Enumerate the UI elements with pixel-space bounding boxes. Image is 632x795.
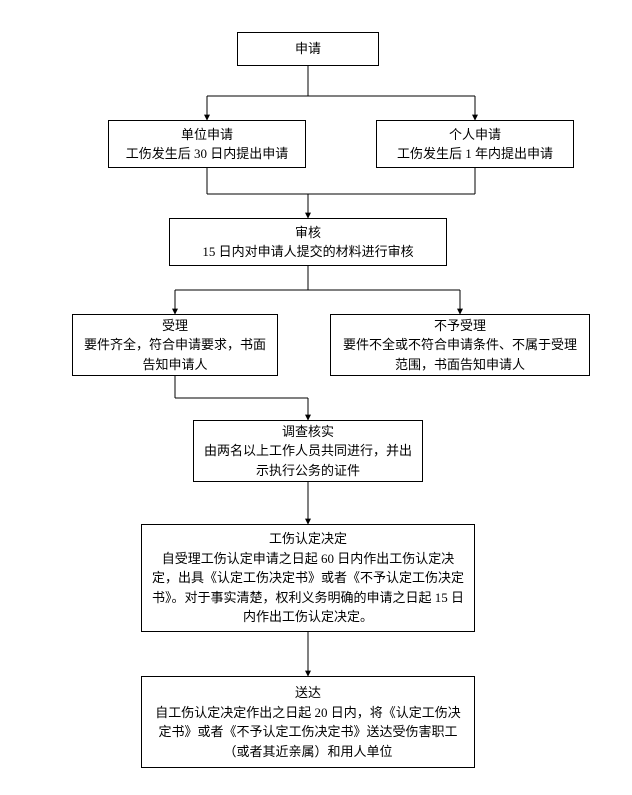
node-decision-title: 工伤认定决定 <box>150 529 466 549</box>
node-unit-apply-title: 单位申请 <box>117 125 297 145</box>
node-decision: 工伤认定决定 自受理工伤认定申请之日起 60 日内作出工伤认定决定，出具《认定工… <box>141 524 475 632</box>
node-investigate-title: 调查核实 <box>202 422 414 442</box>
node-decision-desc: 自受理工伤认定申请之日起 60 日内作出工伤认定决定，出具《认定工伤决定书》或者… <box>150 549 466 627</box>
node-person-apply-title: 个人申请 <box>385 125 565 145</box>
node-deliver-desc: 自工伤认定决定作出之日起 20 日内，将《认定工伤决定书》或者《不予认定工伤决定… <box>150 703 466 762</box>
node-reject: 不予受理 要件不全或不符合申请条件、不属于受理范围，书面告知申请人 <box>330 314 590 376</box>
node-reject-desc: 要件不全或不符合申请条件、不属于受理范围，书面告知申请人 <box>339 335 581 374</box>
node-person-apply-desc: 工伤发生后 1 年内提出申请 <box>385 144 565 164</box>
node-deliver: 送达 自工伤认定决定作出之日起 20 日内，将《认定工伤决定书》或者《不予认定工… <box>141 676 475 768</box>
node-review-title: 审核 <box>178 223 438 243</box>
node-unit-apply-desc: 工伤发生后 30 日内提出申请 <box>117 144 297 164</box>
node-reject-title: 不予受理 <box>339 316 581 336</box>
node-unit-apply: 单位申请 工伤发生后 30 日内提出申请 <box>108 120 306 168</box>
node-accept-title: 受理 <box>81 316 269 336</box>
node-person-apply: 个人申请 工伤发生后 1 年内提出申请 <box>376 120 574 168</box>
node-deliver-title: 送达 <box>150 683 466 703</box>
node-review-desc: 15 日内对申请人提交的材料进行审核 <box>178 242 438 262</box>
node-investigate-desc: 由两名以上工作人员共同进行，并出示执行公务的证件 <box>202 441 414 480</box>
node-apply-title: 申请 <box>246 39 370 59</box>
node-accept: 受理 要件齐全，符合申请要求，书面告知申请人 <box>72 314 278 376</box>
node-accept-desc: 要件齐全，符合申请要求，书面告知申请人 <box>81 335 269 374</box>
node-investigate: 调查核实 由两名以上工作人员共同进行，并出示执行公务的证件 <box>193 420 423 482</box>
node-review: 审核 15 日内对申请人提交的材料进行审核 <box>169 218 447 266</box>
node-apply: 申请 <box>237 32 379 66</box>
